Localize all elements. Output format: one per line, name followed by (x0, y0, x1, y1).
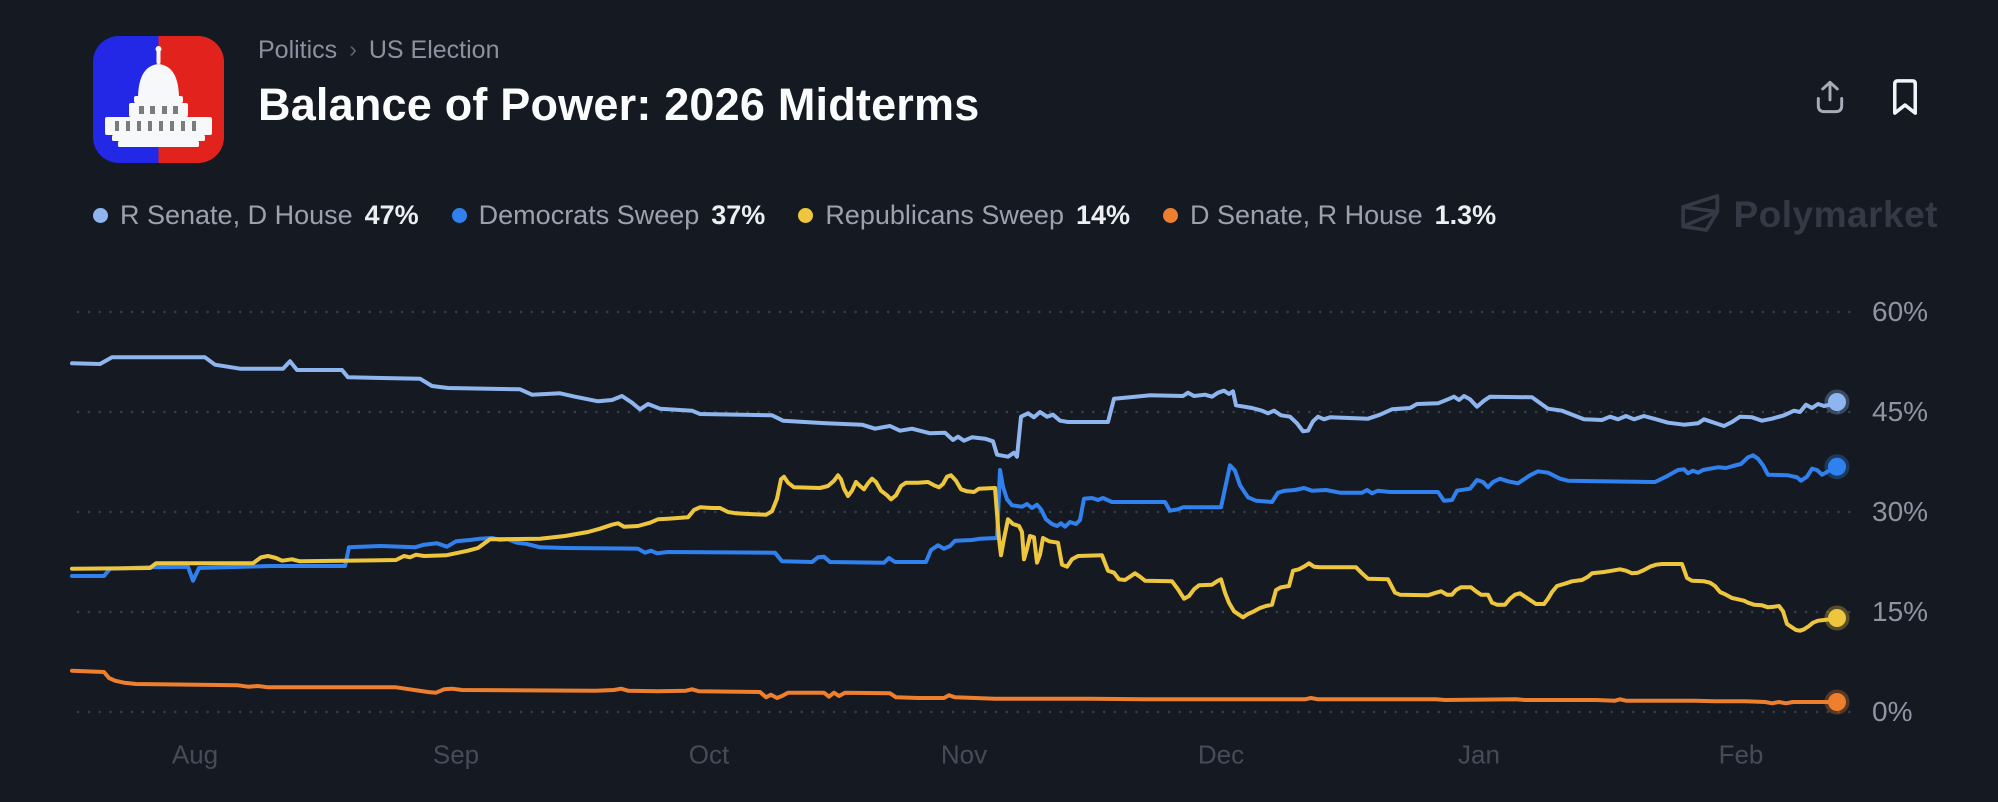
polymarket-wordmark: Polymarket (1733, 194, 1938, 235)
header-actions (1812, 78, 1920, 116)
breadcrumb-politics[interactable]: Politics (258, 35, 338, 64)
series-end-dot-2 (1824, 605, 1850, 631)
breadcrumb-separator-icon: › (349, 35, 357, 62)
legend-label: Republicans Sweep (825, 199, 1064, 230)
series-line-1 (70, 453, 1839, 583)
legend-dot-yellow (798, 207, 814, 223)
x-axis-label-Oct: Oct (688, 739, 730, 770)
x-axis-label-Nov: Nov (940, 739, 988, 770)
market-icon (93, 36, 224, 163)
series-line-3 (70, 668, 1839, 706)
breadcrumb-us-election[interactable]: US Election (368, 35, 500, 64)
bookmark-button[interactable] (1890, 78, 1920, 116)
y-axis-label-15%: 15% (1872, 595, 1929, 627)
polymarket-watermark[interactable]: Polymarket (1677, 191, 1939, 240)
legend-label: D Senate, R House (1190, 199, 1423, 230)
series-end-dot-3 (1824, 689, 1850, 715)
legend-value: 47% (364, 199, 419, 230)
legend-item-republicans-sweep: Republicans Sweep 14% (798, 200, 1130, 231)
legend-dot-orange (1163, 207, 1179, 223)
legend-value: 1.3% (1434, 199, 1497, 230)
legend-value: 37% (711, 199, 766, 230)
series-end-dot-0 (1824, 389, 1850, 415)
page-title: Balance of Power: 2026 Midterms (258, 79, 980, 130)
x-axis-label-Sep: Sep (432, 739, 480, 770)
share-icon (1812, 80, 1848, 119)
legend-item-r-senate-d-house: R Senate, D House 47% (93, 200, 419, 231)
legend-value: 14% (1075, 199, 1131, 230)
x-axis-label-Feb: Feb (1718, 739, 1764, 770)
legend-item-democrats-sweep: Democrats Sweep 37% (451, 199, 766, 231)
bookmark-icon (1890, 79, 1920, 119)
legend-label: Democrats Sweep (478, 199, 700, 230)
legend-label: R Senate, D House (120, 199, 353, 230)
legend-item-d-senate-r-house: D Senate, R House 1.3% (1163, 200, 1496, 231)
series-line-2 (70, 473, 1839, 633)
y-axis-label-0%: 0% (1872, 696, 1913, 727)
legend-dot-light-blue (93, 207, 108, 223)
x-axis-label-Aug: Aug (171, 739, 219, 770)
breadcrumb: Politics › US Election (258, 34, 979, 66)
y-axis-label-60%: 60% (1872, 295, 1929, 327)
legend: R Senate, D House 47% Democrats Sweep 37… (93, 193, 1938, 235)
polymarket-logo-icon (1677, 191, 1721, 240)
y-axis-label-30%: 30% (1872, 495, 1929, 527)
header: Politics › US Election Balance of Power:… (258, 34, 979, 128)
capitol-icon (105, 46, 212, 147)
x-axis-label-Dec: Dec (1197, 739, 1245, 770)
share-button[interactable] (1812, 78, 1848, 116)
series-end-dot-1 (1824, 454, 1850, 480)
x-axis-label-Jan: Jan (1458, 739, 1500, 770)
legend-dot-blue (451, 207, 467, 223)
series-line-0 (70, 355, 1839, 459)
y-axis-label-45%: 45% (1872, 395, 1929, 427)
